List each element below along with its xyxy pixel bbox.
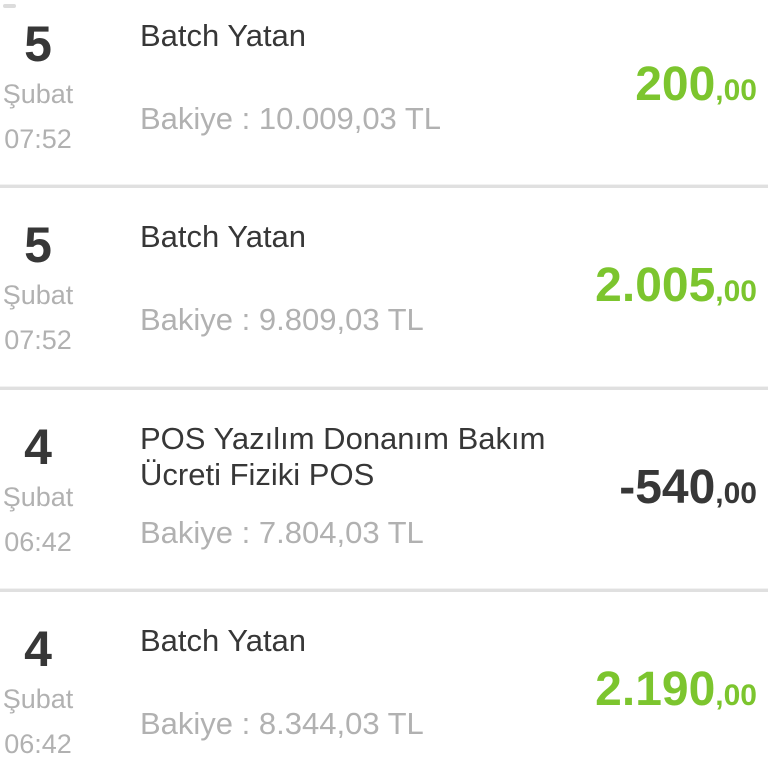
transaction-date: 4 Şubat 06:42 <box>0 591 76 768</box>
transaction-balance: Bakiye : 8.344,03 TL <box>140 706 424 741</box>
transaction-balance: Bakiye : 9.809,03 TL <box>140 302 424 337</box>
transaction-description: Batch Yatan <box>140 219 307 254</box>
transaction-row[interactable]: 5 Şubat 07:52 Batch Yatan Bakiye : 9.809… <box>0 187 768 387</box>
amount-decimal: ,00 <box>715 679 757 712</box>
transaction-day: 5 <box>24 16 52 72</box>
amount-decimal: ,00 <box>715 275 757 308</box>
transaction-date: 4 Şubat 06:42 <box>0 389 76 589</box>
transaction-row[interactable]: 4 Şubat 06:42 Batch Yatan Bakiye : 8.344… <box>0 591 768 768</box>
amount-integer: 200 <box>635 58 716 111</box>
transaction-amount: 2.190,00 <box>595 666 757 714</box>
amount-integer: 2.005 <box>595 259 716 312</box>
amount-decimal: ,00 <box>715 74 757 107</box>
transaction-amount: 200,00 <box>635 61 757 109</box>
amount-decimal: ,00 <box>715 477 757 510</box>
transaction-time: 07:52 <box>4 124 72 154</box>
transaction-month: Şubat <box>2 280 74 310</box>
transaction-row[interactable]: 5 Şubat 07:52 Batch Yatan Bakiye : 10.00… <box>0 0 768 186</box>
transaction-date: 5 Şubat 07:52 <box>0 187 76 387</box>
transaction-description: POS Yazılım Donanım Bakım Ücreti Fiziki … <box>140 421 546 492</box>
transaction-description: Batch Yatan <box>140 623 307 658</box>
transaction-month: Şubat <box>2 79 74 109</box>
transaction-time: 07:52 <box>4 325 72 355</box>
transaction-day: 4 <box>24 621 52 677</box>
amount-integer: 2.190 <box>595 663 716 716</box>
transaction-time: 06:42 <box>4 527 72 557</box>
transaction-day: 5 <box>24 217 52 273</box>
transaction-month: Şubat <box>2 482 74 512</box>
transaction-amount: -540,00 <box>619 464 757 512</box>
cropped-text-artifact <box>3 4 16 8</box>
transaction-day: 4 <box>24 419 52 475</box>
transaction-row[interactable]: 4 Şubat 06:42 POS Yazılım Donanım Bakım … <box>0 389 768 589</box>
transaction-balance: Bakiye : 10.009,03 TL <box>140 101 442 136</box>
row-divider <box>0 184 768 188</box>
amount-integer: -540 <box>619 461 716 514</box>
row-divider <box>0 588 768 592</box>
transaction-date: 5 Şubat 07:52 <box>0 0 76 186</box>
transaction-amount: 2.005,00 <box>595 262 757 310</box>
row-divider <box>0 386 768 390</box>
transaction-description: Batch Yatan <box>140 18 307 53</box>
transaction-month: Şubat <box>2 684 74 714</box>
transaction-time: 06:42 <box>4 729 72 759</box>
transaction-balance: Bakiye : 7.804,03 TL <box>140 515 424 550</box>
